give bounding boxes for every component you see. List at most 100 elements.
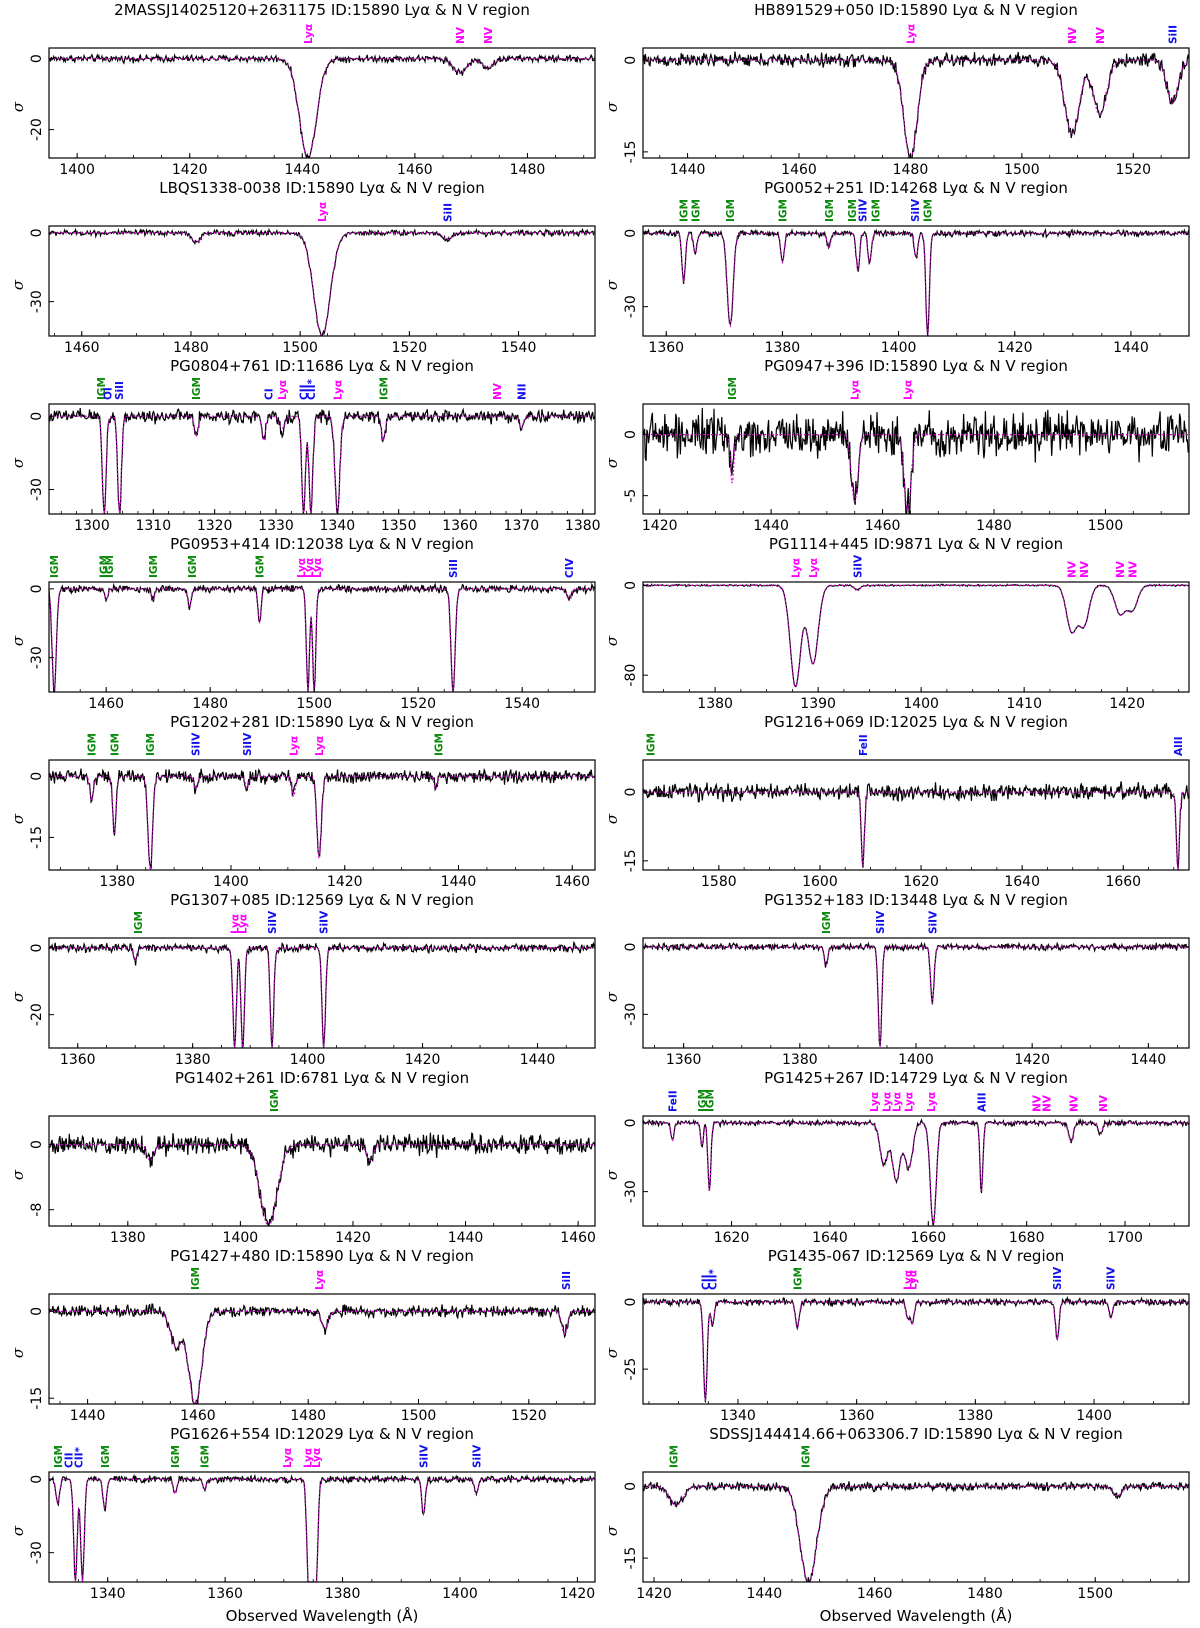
x-tick-label: 1380 — [765, 340, 801, 356]
x-tick-label: 1340 — [90, 1586, 126, 1602]
x-tick-label: 1500 — [1088, 518, 1124, 534]
line-id-label: AlII — [976, 1092, 988, 1112]
x-tick-label: 1400 — [881, 340, 917, 356]
y-tick-label: 0 — [623, 430, 639, 439]
plot-frame — [642, 1471, 1190, 1583]
line-id-label: IGM — [646, 733, 658, 756]
spectrum-series — [643, 1295, 1189, 1403]
line-id-label: OI — [102, 387, 114, 400]
x-axis-label: Observed Wavelength (Å) — [226, 1606, 419, 1625]
plot-frame — [642, 759, 1190, 871]
x-tick-label: 1420 — [560, 1586, 596, 1602]
x-tick-label: 1640 — [1004, 874, 1040, 890]
x-tick-label: 1300 — [74, 518, 110, 534]
line-id-label: Lyα — [903, 380, 915, 400]
x-tick-label: 1680 — [1009, 1230, 1045, 1246]
x-tick-label: 1480 — [173, 340, 209, 356]
line-id-label: IGM — [104, 555, 116, 578]
panel-title: PG1435-067 ID:12569 Lyα & N V region — [768, 1247, 1065, 1265]
panel-5: PG0947+396 ID:15890 Lyα & N V region 1420… — [603, 357, 1190, 534]
spectrum-series — [643, 227, 1189, 336]
model-series — [49, 1310, 595, 1404]
x-tick-label: 1400 — [1076, 1408, 1112, 1424]
y-tick-label: 0 — [29, 772, 45, 781]
line-id-label: Lyα — [302, 1448, 314, 1468]
y-axis-label: σ — [603, 813, 621, 824]
x-tick-label: 1500 — [296, 696, 332, 712]
x-tick-label: 1440 — [1113, 340, 1149, 356]
plot-frame — [48, 403, 596, 515]
x-tick-label: 1440 — [70, 1408, 106, 1424]
y-axis-label: σ — [9, 1169, 27, 1180]
y-tick-label: 0 — [29, 944, 45, 953]
panel-title: SDSSJ144414.66+063306.7 ID:15890 Lyα & N… — [709, 1425, 1123, 1443]
line-id-label: IGM — [96, 377, 108, 400]
y-axis-label: σ — [9, 457, 27, 468]
y-axis-label: σ — [9, 279, 27, 290]
panel-3: PG0052+251 ID:14268 Lyα & N V region 1360… — [603, 179, 1190, 356]
line-id-label: IGM — [133, 911, 145, 934]
x-tick-label: 1420 — [335, 1230, 371, 1246]
line-id-label: IGM — [190, 1267, 202, 1290]
line-id-label: IGM — [821, 911, 833, 934]
line-id-label: NV — [1068, 1094, 1080, 1112]
line-id-label: NV — [455, 26, 467, 44]
line-id-label: SiIV — [191, 732, 203, 756]
spectrum-series — [643, 583, 1189, 688]
plot-frame — [642, 225, 1190, 337]
x-tick-label: 1440 — [284, 162, 320, 178]
x-tick-label: 1440 — [753, 518, 789, 534]
line-id-label: Lyα — [808, 558, 820, 578]
line-id-label: IGM — [99, 555, 111, 578]
line-id-label: IGM — [777, 199, 789, 222]
line-id-label: IGM — [668, 1445, 680, 1468]
y-tick-label: -80 — [623, 664, 639, 687]
x-tick-label: 1660 — [910, 1230, 946, 1246]
line-id-label: SiIV — [419, 1444, 431, 1468]
panel-title: PG1352+183 ID:13448 Lyα & N V region — [764, 891, 1068, 909]
line-id-label: SiIV — [471, 1444, 483, 1468]
panel-7: PG1114+445 ID:9871 Lyα & N V region 1380 1… — [603, 535, 1190, 712]
x-tick-label: 1500 — [282, 340, 318, 356]
line-id-label: NV — [492, 382, 504, 400]
spectrum-series — [49, 1303, 595, 1404]
x-tick-label: 1410 — [1006, 696, 1042, 712]
line-id-label: IGM — [191, 377, 203, 400]
line-id-label: IGM — [269, 1089, 281, 1112]
x-tick-label: 1500 — [401, 1408, 437, 1424]
line-id-label: NV — [1115, 560, 1127, 578]
panel-17: SDSSJ144414.66+063306.7 ID:15890 Lyα & N… — [603, 1425, 1190, 1602]
line-id-label: IGM — [53, 1445, 65, 1468]
model-series — [643, 1122, 1189, 1226]
x-tick-label: 1660 — [1105, 874, 1141, 890]
line-id-label: FeII — [858, 734, 870, 756]
y-tick-label: -15 — [623, 849, 639, 872]
panel-title: PG1402+261 ID:6781 Lyα & N V region — [175, 1069, 469, 1087]
line-id-label: IGM — [378, 377, 390, 400]
x-tick-label: 1640 — [812, 1230, 848, 1246]
line-id-label: IGM — [870, 199, 882, 222]
x-tick-label: 1400 — [223, 1230, 259, 1246]
line-id-label: IGM — [200, 1445, 212, 1468]
x-tick-label: 1390 — [800, 696, 836, 712]
spectrum-series — [643, 51, 1189, 158]
x-tick-label: 1380 — [110, 1230, 146, 1246]
panel-1: HB891529+050 ID:15890 Lyα & N V region 14… — [603, 1, 1190, 178]
x-tick-label: 1440 — [1131, 1052, 1167, 1068]
line-id-label: Lyα — [282, 1448, 294, 1468]
line-id-label: Lyα — [905, 24, 917, 44]
x-tick-label: 1380 — [782, 1052, 818, 1068]
panel-15: PG1435-067 ID:12569 Lyα & N V region 1340… — [603, 1247, 1190, 1424]
x-tick-label: 1620 — [714, 1230, 750, 1246]
y-tick-label: 0 — [623, 788, 639, 797]
y-tick-label: 0 — [623, 1298, 639, 1307]
x-tick-label: 1460 — [64, 340, 100, 356]
line-id-label: AlII — [1173, 736, 1185, 756]
plot-frame — [48, 1471, 596, 1583]
x-tick-label: 1330 — [258, 518, 294, 534]
plot-frame — [642, 937, 1190, 1049]
line-id-label: IGM — [727, 377, 739, 400]
x-tick-label: 1380 — [565, 518, 601, 534]
line-id-label: SiII — [114, 381, 126, 400]
panel-title: PG1425+267 ID:14729 Lyα & N V region — [764, 1069, 1068, 1087]
